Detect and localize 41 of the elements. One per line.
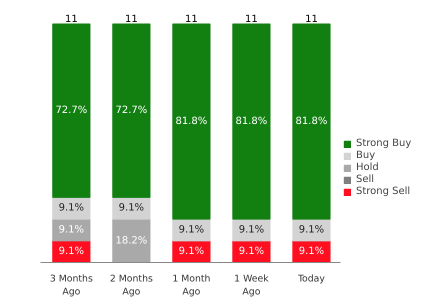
bar [292, 23, 331, 220]
annotation: 11 [245, 14, 258, 25]
annotation: 11 [185, 14, 198, 25]
data-label: 81.8% [176, 116, 208, 128]
bar [172, 218, 210, 242]
data-label: 9.1% [298, 246, 324, 258]
data-label: 9.1% [58, 224, 84, 236]
data-label: 9.1% [58, 246, 84, 258]
annotation: 11 [124, 14, 138, 25]
legend-label: Strong Buy [356, 138, 412, 149]
data-label: 9.1% [298, 224, 324, 236]
bar [112, 218, 150, 262]
legend-label: Strong Sell [356, 186, 410, 197]
x-tick-label: 3 Months Ago [50, 274, 93, 298]
x-tick-label: 1 Month Ago [172, 274, 211, 298]
x-tick-label: Today [296, 274, 326, 284]
annotation: 11 [64, 14, 78, 25]
legend-label: Buy [356, 150, 376, 161]
data-label: 18.2% [115, 235, 148, 246]
data-label: 72.7% [55, 105, 88, 116]
data-label: 9.1% [178, 224, 204, 236]
bar [52, 218, 90, 242]
x-tick-label: 1 Week Ago [234, 274, 270, 298]
data-label: 81.8% [236, 116, 268, 128]
bar [172, 23, 210, 220]
legend-label: Sell [356, 174, 376, 185]
data-label: 72.7% [115, 105, 148, 116]
bar [52, 23, 90, 198]
data-label: 9.1% [238, 224, 264, 236]
annotation: 11 [305, 14, 318, 25]
data-label: 9.1% [58, 202, 84, 214]
bar [112, 23, 150, 198]
x-tick-label: 2 Months Ago [110, 274, 153, 298]
bar [232, 23, 271, 220]
legend-label: Hold [356, 162, 379, 173]
data-label: 81.8% [296, 116, 328, 128]
bar [232, 218, 271, 242]
data-label: 9.1% [178, 246, 204, 258]
bar [292, 218, 331, 242]
data-label: 9.1% [118, 202, 144, 214]
data-label: 9.1% [238, 246, 264, 258]
